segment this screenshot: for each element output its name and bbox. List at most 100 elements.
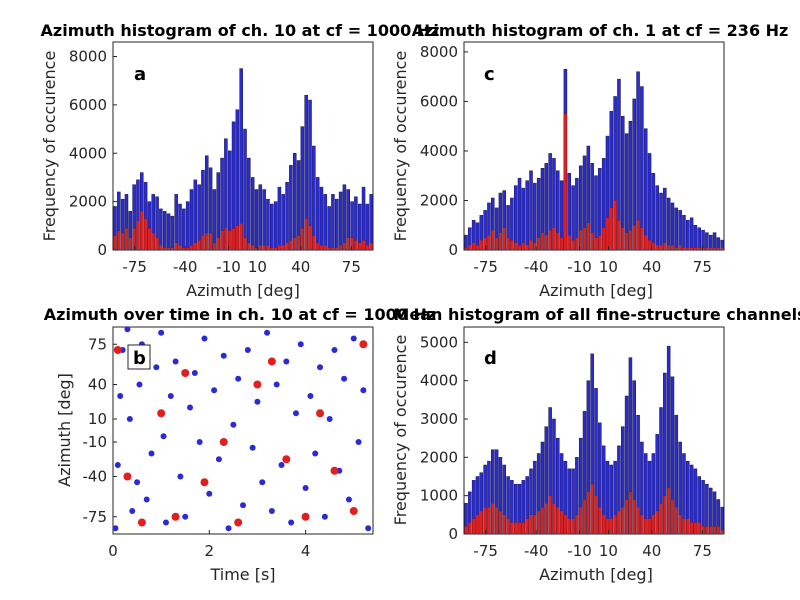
bar-selected	[540, 232, 545, 251]
bar-total	[270, 203, 274, 251]
scatter-point-blue	[172, 358, 179, 365]
bar-total	[643, 128, 648, 251]
scatter-point-blue	[355, 439, 362, 445]
bar-total	[273, 201, 278, 251]
bar-selected	[693, 247, 698, 251]
panel-c-letter: c	[484, 64, 495, 85]
scatter-point-blue	[160, 433, 167, 440]
bar-selected	[281, 245, 285, 251]
bar-selected	[308, 225, 312, 251]
bar-selected	[239, 223, 243, 251]
x-tick-label: -75	[122, 258, 147, 276]
bar-selected	[720, 530, 724, 535]
bar-total	[651, 172, 656, 251]
scatter-point-red	[282, 455, 291, 464]
scatter-point-red	[113, 346, 122, 354]
scatter-point-blue	[196, 439, 203, 445]
bar-selected	[491, 230, 495, 251]
bar-selected	[136, 220, 140, 251]
scatter-point-red	[301, 512, 310, 521]
bar-selected	[693, 522, 698, 535]
bar-selected	[220, 230, 224, 251]
x-tick-label: 40	[642, 258, 661, 276]
bar-selected	[632, 499, 636, 535]
bar-selected	[621, 507, 625, 535]
scatter-point-blue	[331, 347, 338, 353]
bar-selected	[644, 235, 648, 251]
bar-selected	[640, 514, 644, 535]
y-tick-label: 2000	[420, 448, 458, 466]
y-tick-label: 6000	[420, 92, 458, 110]
bar-selected	[552, 503, 556, 535]
bar-total	[513, 185, 518, 251]
bar-selected	[663, 495, 667, 535]
bar-selected	[483, 507, 487, 535]
scatter-point-blue	[297, 341, 304, 348]
bar-total	[277, 186, 282, 251]
panel-d-bars	[464, 345, 724, 535]
scatter-point-blue	[126, 416, 133, 422]
bar-selected	[201, 235, 205, 251]
bar-selected	[705, 526, 709, 535]
bar-selected	[483, 237, 487, 251]
bar-total	[315, 177, 320, 251]
bar-total	[521, 187, 526, 251]
bar-selected	[124, 228, 129, 251]
bar-selected	[479, 510, 483, 535]
bar-selected	[510, 240, 514, 251]
y-tick-label: 3000	[420, 410, 458, 428]
bar-selected	[258, 245, 262, 251]
bar-selected	[567, 518, 571, 535]
panel-d-title: Mean histogram of all fine-structure cha…	[393, 305, 800, 324]
x-tick-label: 40	[642, 542, 661, 560]
bar-selected	[254, 247, 259, 251]
bar-total	[159, 208, 163, 251]
y-tick-label: 10	[88, 410, 107, 428]
bar-selected	[300, 228, 304, 251]
bar-selected	[296, 235, 301, 251]
panel-b-letter: b	[133, 348, 146, 369]
panel-a-letter: a	[134, 64, 146, 85]
bar-selected	[686, 518, 690, 535]
scatter-point-blue	[153, 364, 160, 371]
bar-selected	[632, 225, 636, 251]
y-tick-label: 5000	[420, 333, 458, 351]
bar-selected	[468, 522, 472, 535]
bar-selected	[674, 507, 678, 535]
bar-selected	[548, 495, 552, 535]
bar-selected	[208, 232, 213, 251]
bar-selected	[270, 247, 274, 251]
bar-selected	[498, 232, 503, 251]
bar-selected	[293, 237, 297, 251]
bar-selected	[525, 244, 529, 251]
bar-selected	[197, 240, 201, 251]
bar-selected	[189, 245, 194, 251]
bar-selected	[559, 510, 564, 535]
panel-b-y-ticks: -75 -40 -10 10 40 75	[83, 335, 117, 526]
panel-a-y-ticks: 0 2000 4000 6000 8000	[69, 48, 117, 259]
bar-total	[369, 194, 373, 251]
bar-selected	[231, 228, 236, 251]
bar-selected	[586, 491, 590, 535]
y-tick-label: 4000	[69, 144, 107, 162]
bar-selected	[644, 518, 648, 535]
bar-selected	[686, 247, 690, 251]
bar-selected	[556, 507, 560, 535]
bar-selected	[186, 247, 190, 251]
bar-total	[178, 203, 182, 251]
scatter-point-blue	[187, 404, 194, 411]
scatter-point-blue	[264, 329, 271, 336]
bar-selected	[678, 244, 682, 251]
scatter-point-blue	[345, 496, 352, 503]
bar-selected	[517, 244, 522, 251]
panel-a: Azimuth histogram of ch. 10 at cf = 1000…	[40, 21, 439, 300]
bar-total	[674, 207, 679, 251]
bar-selected	[720, 247, 724, 251]
scatter-point-red	[137, 518, 146, 527]
bar-selected	[582, 227, 587, 251]
bar-selected	[563, 113, 568, 251]
panel-b-xlabel: Time [s]	[209, 565, 275, 584]
bar-total	[323, 194, 328, 251]
bar-selected	[628, 491, 633, 535]
